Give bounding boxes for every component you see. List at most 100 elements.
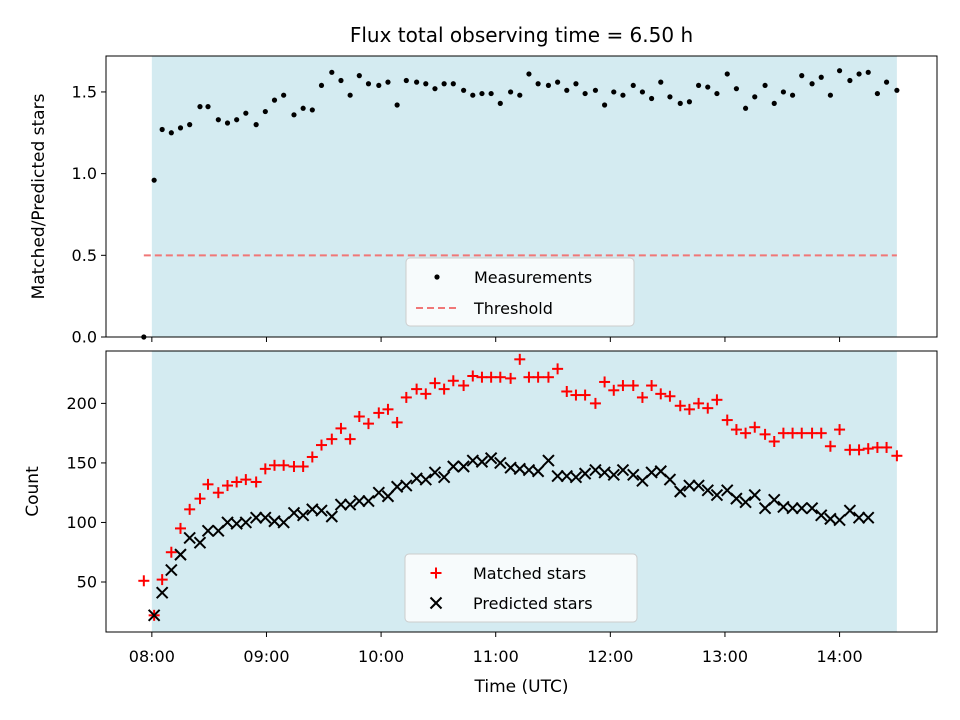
matched-star-point — [194, 493, 206, 505]
matched-star-point — [881, 441, 893, 453]
measurement-point — [780, 89, 787, 95]
cross-stroke-b — [381, 490, 395, 503]
cross-stroke-b — [429, 596, 443, 610]
legend-threshold-label: Threshold — [473, 299, 553, 318]
measurement-point — [752, 94, 758, 100]
measurement-point — [243, 110, 249, 116]
predicted-star-point — [833, 513, 846, 527]
matched-star-point — [824, 440, 836, 452]
predicted-star-point — [768, 493, 781, 507]
predicted-star-point — [239, 516, 253, 529]
predicted-star-point — [616, 463, 630, 477]
measurement-point — [714, 90, 720, 97]
matched-star-point — [711, 394, 723, 406]
cross-stroke-b — [390, 480, 404, 493]
matched-star-point — [335, 422, 347, 434]
cross-stroke-b — [627, 468, 640, 482]
matched-star-point — [740, 427, 752, 439]
matched-star-point — [297, 460, 309, 472]
matched-star-point — [467, 370, 479, 382]
cross-stroke-b — [852, 511, 866, 524]
matched-star-point — [871, 441, 883, 453]
measurement-point — [187, 122, 193, 128]
cross-stroke-b — [786, 501, 799, 515]
predicted-star-point — [287, 506, 301, 520]
measurement-point — [535, 81, 541, 87]
legend-plus — [430, 567, 442, 579]
legend-measurements-label: Measurements — [474, 268, 592, 287]
cross-stroke-b — [795, 501, 808, 515]
measurement-point — [318, 82, 325, 89]
matched-star-point — [362, 418, 374, 430]
cross-stroke-b — [400, 479, 413, 492]
y-tick-label: 50 — [77, 572, 97, 591]
cross-stroke-b — [569, 471, 583, 484]
predicted-star-point — [315, 504, 328, 517]
predicted-star-point — [862, 511, 875, 524]
cross-stroke-b — [578, 467, 592, 480]
matched-star-point — [288, 460, 300, 472]
matched-star-point — [664, 390, 676, 402]
predicted-star-point — [201, 524, 215, 537]
cross-stroke-b — [692, 479, 705, 492]
y-tick-label: 200 — [66, 394, 97, 413]
chart-title: Flux total observing time = 6.50 h — [350, 23, 693, 47]
cross-stroke-b — [277, 516, 290, 529]
measurement-point — [771, 100, 777, 106]
y-tick-label: 150 — [66, 453, 97, 472]
measurement-point — [602, 102, 608, 108]
cross-stroke-b — [833, 513, 846, 527]
matched-star-point — [552, 363, 564, 375]
measurement-point — [356, 73, 362, 79]
predicted-star-point — [627, 468, 640, 482]
cross-stroke-b — [654, 465, 667, 478]
cross-stroke-b — [447, 460, 460, 473]
cross-stroke-b — [249, 511, 263, 524]
predicted-star-point — [147, 609, 161, 622]
matched-star-point — [175, 522, 187, 534]
matched-star-point — [862, 443, 874, 455]
cross-stroke-b — [843, 504, 857, 517]
predicted-star-point — [786, 501, 799, 515]
cross-stroke-b — [428, 466, 442, 479]
cross-stroke-b — [674, 485, 687, 498]
matched-star-point — [476, 371, 488, 383]
cross-stroke-b — [484, 451, 498, 465]
matched-star-point — [138, 575, 150, 587]
cross-stroke-b — [193, 536, 207, 549]
predicted-star-point — [607, 468, 620, 482]
matched-star-point — [532, 371, 544, 383]
predicted-star-point — [174, 548, 187, 561]
cross-stroke-b — [805, 501, 819, 515]
ratio-y-axis-label: Matched/Predicted stars — [29, 93, 49, 299]
cross-stroke-b — [287, 506, 301, 520]
measurement-point — [497, 100, 503, 106]
matched-star-point — [485, 371, 497, 383]
x-tick-label: 11:00 — [473, 647, 519, 666]
predicted-star-point — [578, 467, 592, 480]
matched-star-point — [608, 384, 620, 396]
matched-star-point — [721, 414, 733, 426]
cross-stroke-b — [165, 563, 178, 577]
cross-stroke-b — [589, 463, 602, 477]
predicted-stars-points — [147, 451, 875, 622]
predicted-star-point — [437, 471, 451, 484]
x-tick-label: 14:00 — [817, 647, 863, 666]
matched-star-point — [683, 403, 695, 415]
predicted-star-point — [362, 494, 375, 508]
cross-stroke-b — [683, 479, 696, 492]
measurement-point — [338, 77, 344, 84]
cross-stroke-b — [748, 488, 761, 502]
x-tick-label: 08:00 — [129, 647, 175, 666]
cross-stroke-b — [372, 486, 386, 499]
measurement-point — [508, 89, 514, 95]
predicted-star-point — [589, 463, 602, 477]
measurement-points — [141, 68, 900, 340]
matched-star-point — [815, 427, 827, 439]
y-tick-label: 1.5 — [72, 82, 97, 101]
matched-star-point — [400, 391, 412, 403]
x-axis-label: Time (UTC) — [474, 677, 569, 697]
measurement-point — [309, 107, 315, 113]
predicted-star-point — [748, 488, 761, 502]
measurement-point — [648, 95, 655, 102]
